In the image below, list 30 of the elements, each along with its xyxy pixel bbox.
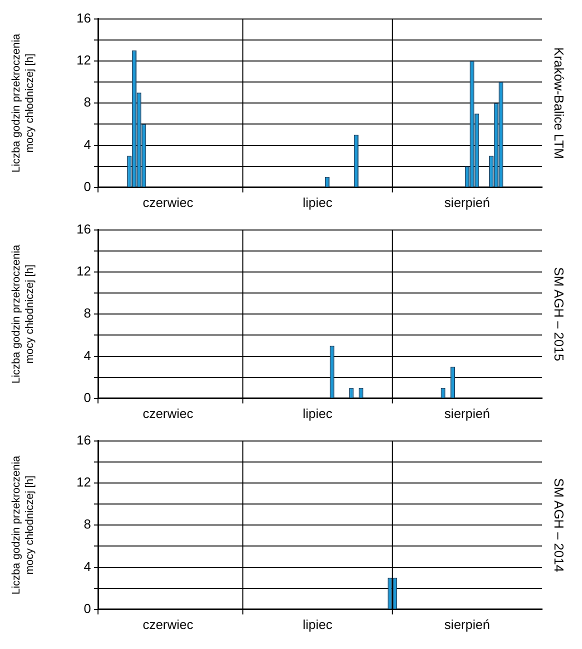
y-tick-label: 16 — [76, 221, 91, 236]
y-tick-label: 8 — [84, 94, 91, 110]
y-tick-label: 0 — [84, 600, 91, 616]
x-tick-label: lipiec — [302, 616, 333, 632]
y-axis-title: Liczba godzin przekroczenia mocy chłodniczej [h] — [10, 32, 36, 173]
y-tick-label: 4 — [84, 136, 91, 152]
y-tick-label: 12 — [76, 474, 91, 490]
x-tick-label: lipiec — [302, 406, 333, 421]
y-tick-label: 0 — [84, 390, 91, 405]
y-tick-label: 0 — [84, 178, 91, 194]
x-tick-label: czerwiec — [142, 194, 194, 210]
y2-axis-title: SM AGH – 2014 — [552, 478, 567, 572]
x-tick-label: czerwiec — [142, 406, 194, 421]
y-axis-title: Liczba godzin przekroczenia mocy chłodniczej [h] — [10, 244, 36, 384]
y-tick-label: 8 — [84, 516, 91, 532]
y-tick-label: 4 — [84, 558, 91, 574]
x-tick-label: sierpień — [444, 194, 490, 210]
x-tick-label: czerwiec — [142, 616, 194, 632]
y-tick-label: 8 — [84, 306, 91, 321]
y-axis-title: Liczba godzin przekroczenia mocy chłodniczej [h] — [10, 454, 36, 595]
x-tick-label: sierpień — [444, 406, 490, 421]
y2-axis-title: SM AGH – 2015 — [552, 267, 567, 362]
y-tick-label: 12 — [76, 264, 91, 279]
y-tick-label: 4 — [84, 348, 91, 363]
y-tick-label: 16 — [76, 432, 91, 448]
y-tick-label: 12 — [76, 52, 91, 68]
x-tick-label: lipiec — [302, 194, 333, 210]
y-tick-label: 16 — [76, 10, 91, 26]
y2-axis-title: Kraków-Balice LTM — [552, 47, 567, 159]
x-tick-label: sierpień — [444, 616, 490, 632]
